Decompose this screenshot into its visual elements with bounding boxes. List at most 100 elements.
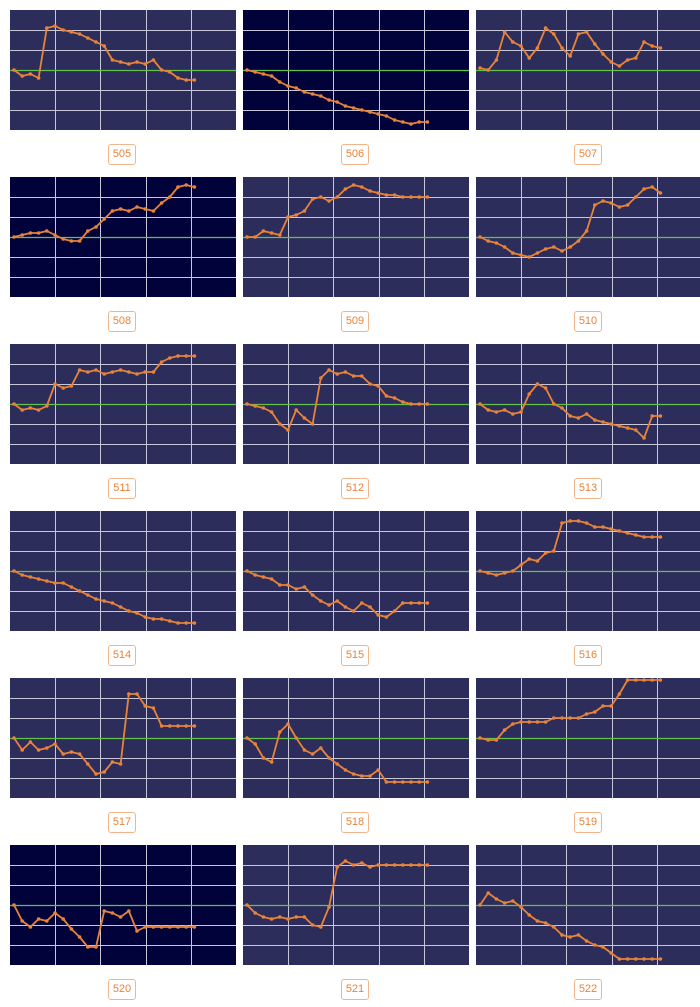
data-point	[409, 195, 413, 199]
chart-tile-522[interactable]: 522	[471, 840, 700, 1007]
data-point	[351, 106, 356, 110]
data-point	[425, 863, 430, 867]
chart-tile-506[interactable]: 506	[238, 5, 469, 172]
data-point	[519, 410, 523, 414]
chart-tile-518[interactable]: 518	[238, 673, 469, 840]
chart-tile-515[interactable]: 515	[238, 506, 469, 673]
data-point	[634, 533, 638, 537]
data-point	[368, 865, 372, 869]
chart-number-label[interactable]: 511	[108, 478, 136, 499]
chart-number-label[interactable]: 516	[574, 645, 602, 666]
data-point	[609, 60, 613, 64]
chart-number-label[interactable]: 519	[574, 812, 602, 833]
data-point	[417, 863, 421, 867]
chart-number-label[interactable]: 513	[574, 478, 602, 499]
data-point	[77, 368, 82, 372]
line-chart	[243, 511, 469, 631]
chart-tile-512[interactable]: 512	[238, 339, 469, 506]
chart-tile-521[interactable]: 521	[238, 840, 469, 1007]
chart-number-label[interactable]: 521	[341, 979, 369, 1000]
chart-tile-510[interactable]: 510	[471, 172, 700, 339]
data-point	[425, 195, 430, 199]
data-point	[543, 921, 548, 925]
chart-tile-517[interactable]: 517	[5, 673, 236, 840]
data-point	[135, 692, 139, 696]
data-point	[45, 919, 49, 923]
chart-tile-513[interactable]: 513	[471, 339, 700, 506]
data-point	[184, 183, 188, 187]
data-point	[519, 253, 523, 257]
chart-number-label[interactable]: 514	[108, 645, 136, 666]
chart-number-label[interactable]: 508	[108, 311, 136, 332]
chart-tile-516[interactable]: 516	[471, 506, 700, 673]
chart-number-label[interactable]: 515	[341, 645, 369, 666]
data-point	[294, 736, 298, 740]
data-point	[310, 923, 315, 927]
data-point	[253, 911, 257, 915]
data-point	[36, 231, 41, 235]
data-point	[319, 376, 323, 380]
chart-tile-520[interactable]: 520	[5, 840, 236, 1007]
chart-number-label[interactable]: 505	[108, 144, 136, 165]
data-point	[310, 752, 315, 756]
chart-tile-514[interactable]: 514	[5, 506, 236, 673]
data-point	[401, 780, 405, 784]
chart-number-label[interactable]: 520	[108, 979, 136, 1000]
chart-number-label[interactable]: 507	[574, 144, 602, 165]
data-point	[543, 720, 548, 724]
data-point	[343, 370, 348, 374]
data-point	[343, 187, 348, 191]
data-point	[294, 408, 298, 412]
data-point	[28, 72, 33, 76]
data-point	[392, 396, 397, 400]
data-point	[368, 774, 372, 778]
data-point	[184, 78, 188, 82]
data-point	[302, 90, 307, 94]
data-point	[168, 619, 172, 623]
data-point	[625, 678, 630, 682]
chart-number-label[interactable]: 510	[574, 311, 602, 332]
data-point	[409, 863, 413, 867]
chart-tile-509[interactable]: 509	[238, 172, 469, 339]
chart-tile-507[interactable]: 507	[471, 5, 700, 172]
chart-number-label[interactable]: 518	[341, 812, 369, 833]
data-point	[576, 239, 581, 243]
data-point	[253, 404, 257, 408]
data-point	[425, 120, 430, 124]
data-point	[368, 382, 372, 386]
data-point	[245, 903, 249, 907]
chart-tile-505[interactable]: 505	[5, 5, 236, 172]
data-point	[478, 736, 482, 740]
data-point	[286, 722, 290, 726]
chart-plot	[10, 845, 236, 965]
data-point	[368, 189, 372, 193]
data-point	[159, 925, 164, 929]
data-point	[184, 724, 188, 728]
line-chart	[10, 177, 236, 297]
chart-number-label[interactable]: 512	[341, 478, 369, 499]
data-point	[20, 74, 24, 78]
data-point	[642, 678, 646, 682]
data-point	[159, 201, 164, 205]
chart-number-label[interactable]: 517	[108, 812, 136, 833]
data-point	[576, 416, 581, 420]
data-point	[351, 863, 356, 867]
chart-tile-511[interactable]: 511	[5, 339, 236, 506]
chart-tile-519[interactable]: 519	[471, 673, 700, 840]
data-point	[245, 736, 249, 740]
chart-number-label[interactable]: 522	[574, 979, 602, 1000]
chart-number-label[interactable]: 509	[341, 311, 369, 332]
data-point	[294, 86, 298, 90]
chart-number-label[interactable]: 506	[341, 144, 369, 165]
data-point	[20, 233, 24, 237]
data-point	[151, 58, 156, 62]
data-point	[409, 122, 413, 126]
data-point	[118, 605, 123, 609]
data-point	[384, 193, 389, 197]
data-point	[261, 915, 266, 919]
data-point	[401, 601, 405, 605]
data-point	[176, 724, 180, 728]
data-point	[12, 402, 16, 406]
chart-tile-508[interactable]: 508	[5, 172, 236, 339]
chart-plot	[476, 845, 700, 965]
